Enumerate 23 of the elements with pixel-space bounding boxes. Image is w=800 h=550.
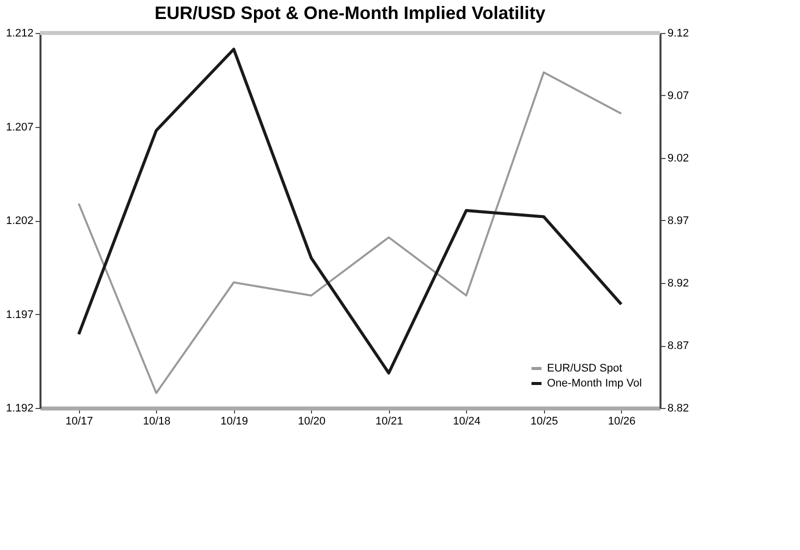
y2-tick-label: 9.07: [668, 90, 689, 102]
y-tick-label: 1.192: [6, 402, 34, 414]
y-tick-label: 1.197: [6, 308, 34, 321]
x-tick-label: 10/21: [375, 416, 404, 428]
y2-tick-label: 8.92: [668, 278, 689, 290]
y2-tick-label: 9.02: [668, 152, 689, 164]
x-tick-label: 10/17: [65, 416, 94, 428]
y-tick-label: 1.202: [6, 215, 34, 227]
legend-label: EUR/USD Spot: [547, 362, 622, 374]
chart-title: EUR/USD Spot & One-Month Implied Volatility: [154, 3, 546, 23]
x-tick-label: 10/26: [608, 416, 636, 428]
y2-tick-label: 9.12: [668, 28, 689, 40]
y2-tick-label: 8.97: [668, 215, 689, 227]
y2-tick-label: 8.87: [668, 340, 689, 352]
x-tick-label: 10/19: [220, 416, 248, 428]
x-tick-label: 10/24: [452, 416, 481, 428]
x-tick-label: 10/25: [530, 416, 558, 428]
y-tick-label: 1.207: [6, 121, 34, 134]
x-tick-label: 10/20: [298, 416, 326, 428]
y2-tick-label: 8.82: [668, 402, 689, 414]
y-tick-label: 1.212: [6, 28, 34, 40]
x-tick-label: 10/18: [142, 416, 171, 428]
legend-label: One-Month Imp Vol: [547, 378, 642, 390]
